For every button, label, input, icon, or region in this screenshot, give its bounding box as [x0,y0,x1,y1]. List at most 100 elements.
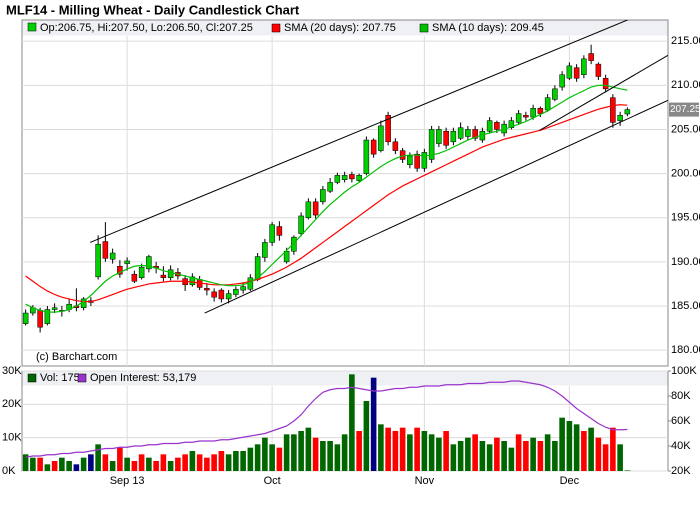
volume-bar [356,431,362,471]
candle-body [595,63,602,77]
volume-bar [66,461,72,471]
candle-body [414,153,420,169]
volume-bar [196,454,203,471]
volume-bar [211,454,217,471]
open-interest-line [25,380,628,458]
candle-body [428,129,435,160]
volume-bar [233,451,239,471]
volume-bar [298,431,304,471]
volume-bar [363,401,370,471]
legend-swatch [419,23,429,33]
x-tick-label: Sep 13 [110,475,145,487]
volume-bar [109,461,116,471]
candle-body [421,152,428,169]
volume-bar [617,444,623,471]
volume-bar [51,461,58,471]
candle-body [269,224,275,243]
candle-body [167,269,174,278]
legend-label: SMA (20 days): 207.75 [284,22,396,34]
volume-bar [465,437,471,471]
candle-body [552,88,558,100]
volume-bar [334,444,341,471]
candle-body [537,108,544,114]
volume-bar [73,464,80,471]
candle-body [124,260,130,264]
volume-bar [218,451,225,471]
candle-body [320,189,326,203]
candle-body [399,150,406,160]
candle-body [544,97,551,111]
candle-body [305,201,312,218]
volume-bar [327,441,333,471]
volume-bar [146,457,152,471]
volume-bar [624,470,631,471]
volume-bar [283,434,290,471]
candle-body [204,288,210,291]
candle-body [37,310,43,328]
volume-bar [595,437,602,471]
x-tick-label: Oct [264,475,281,487]
volume-bar [552,441,558,471]
volume-bar [610,427,616,471]
y-tick-label: 190.00 [671,256,700,268]
y-tick-label: 205.00 [671,123,700,135]
legend-label: Vol: 175 [40,372,80,384]
volume-marks [22,374,631,471]
legend-swatch [27,373,37,383]
volume-bar [428,434,435,471]
volume-bar [22,454,29,471]
candle-body [160,274,167,278]
candle-body [189,276,196,286]
candle-body [443,130,449,146]
volume-bar [59,457,65,471]
candle-body [95,243,101,278]
volume-bar [508,447,515,471]
candle-body [247,277,254,290]
candle-body [624,109,631,115]
candle-body [472,129,478,139]
volume-bar [436,437,442,471]
candle-body [334,175,341,183]
volume-bar [95,444,101,471]
candle-body [102,241,109,259]
y2-tick-label: 100K [671,365,697,377]
sma-line [25,104,628,303]
volume-bar [414,427,420,471]
y2-tick-label: 40K [671,440,691,452]
candle-body [312,201,319,216]
candle-body [262,242,268,258]
watermark: (c) Barchart.com [36,351,117,363]
ohlc-legend: Op:206.75, Hi:207.50, Lo:206.50, Cl:207.… [40,22,253,34]
y-tick-label: 215.00 [671,35,700,47]
volume-bar [421,431,428,471]
volume-bar [102,454,109,471]
candle-body [566,65,573,79]
candle-body [240,286,246,291]
candle-body [276,226,283,236]
legend-swatch [77,373,87,383]
candle-body [581,58,587,75]
volume-bar [486,444,493,471]
candle-body [109,252,116,260]
candle-body [610,97,616,123]
volume-bar [581,431,587,471]
volume-bar [269,444,275,471]
volume-bar [370,377,377,471]
candle-body [523,115,529,118]
volume-bar [204,457,210,471]
candle-body [450,130,457,143]
price-legend-band [22,20,668,36]
candle-body [457,127,464,139]
volume-bar [175,457,181,471]
volume-bar [407,434,413,471]
legend-swatch [27,22,37,32]
volume-bar [566,421,573,471]
volume-bar [537,441,544,471]
candle-body [298,215,304,234]
candle-body [494,122,500,130]
y-tick-label: 20K [2,398,22,410]
last-price-label: 207.25 [670,104,700,115]
volume-bar [138,454,145,471]
candle-body [341,175,348,181]
